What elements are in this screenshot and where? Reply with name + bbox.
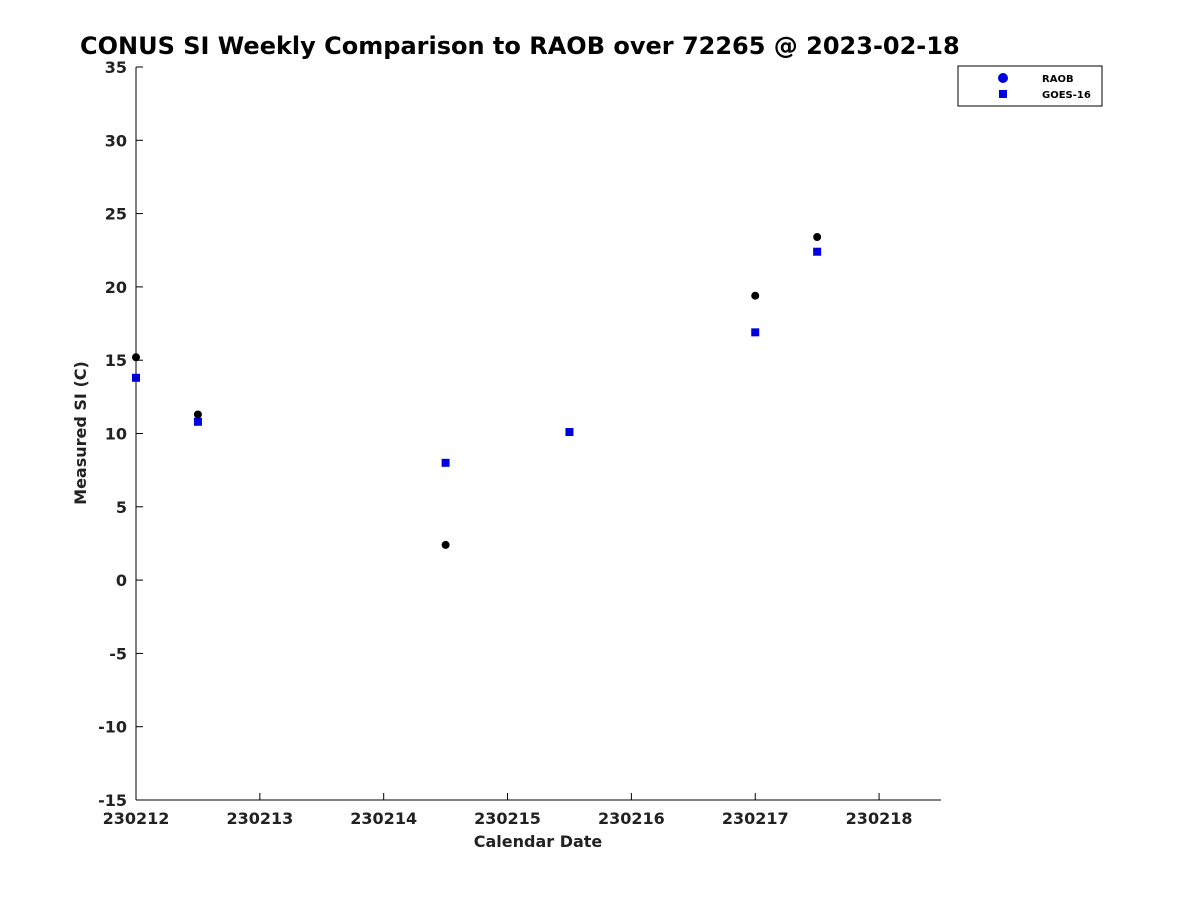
x-tick-label: 230218 <box>846 809 913 828</box>
raob-point <box>813 233 822 242</box>
raob-point <box>751 291 760 300</box>
x-tick-label: 230212 <box>103 809 170 828</box>
x-tick-label: 230214 <box>350 809 417 828</box>
y-tick-label: -10 <box>98 718 127 737</box>
y-tick-label: 15 <box>105 351 127 370</box>
goes16-point <box>813 247 822 256</box>
legend-box <box>957 65 1103 107</box>
y-tick-label: 20 <box>105 278 127 297</box>
raob-point <box>132 353 140 362</box>
y-tick-label: 5 <box>116 498 127 517</box>
y-tick-label: -5 <box>109 644 127 663</box>
goes16-point <box>441 458 450 467</box>
y-ticks: 35 30 25 20 15 10 5 0 -5 -10 -15 <box>98 58 143 810</box>
axes <box>135 67 941 801</box>
x-tick-label: 230216 <box>598 809 665 828</box>
goes16-point <box>565 428 574 437</box>
plot-points <box>132 233 822 549</box>
y-tick-label: 0 <box>116 571 127 590</box>
chart-title: CONUS SI Weekly Comparison to RAOB over … <box>80 32 960 60</box>
legend: RAOB GOES-16 <box>957 65 1103 107</box>
legend-goes-label: GOES-16 <box>1042 90 1091 101</box>
y-tick-label: -15 <box>98 791 127 810</box>
y-tick-label: 30 <box>105 131 127 150</box>
raob-point <box>441 540 450 549</box>
legend-raob-label: RAOB <box>1042 74 1074 85</box>
x-tick-label: 230213 <box>226 809 293 828</box>
y-tick-label: 10 <box>105 425 127 444</box>
x-tick-label: 230215 <box>474 809 541 828</box>
raob-point <box>193 410 202 419</box>
goes16-point <box>193 417 202 426</box>
x-tick-label: 230217 <box>722 809 789 828</box>
y-tick-label: 25 <box>105 205 127 224</box>
x-ticks: 230212 230213 230214 230215 230216 230217 2302… <box>103 793 913 828</box>
goes16-point <box>751 328 760 337</box>
x-axis-label: Calendar Date <box>474 832 603 851</box>
y-axis-label: Measured SI (C) <box>71 361 90 505</box>
goes16-point <box>132 373 140 382</box>
y-tick-label: 35 <box>105 58 127 77</box>
legend-goes-marker-icon <box>999 90 1007 98</box>
legend-raob-marker-icon <box>998 73 1008 83</box>
